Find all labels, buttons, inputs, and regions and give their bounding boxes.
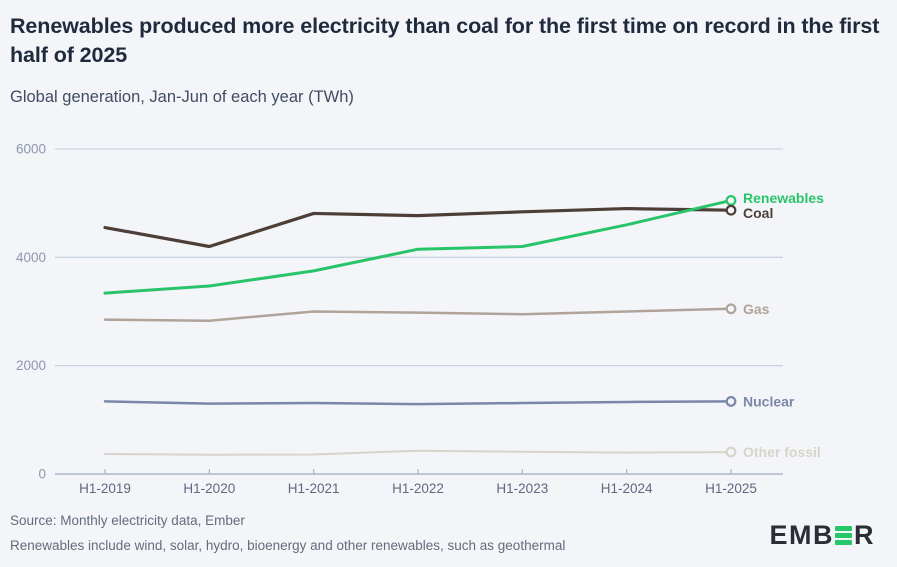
chart-footer: Source: Monthly electricity data, Ember … bbox=[10, 508, 887, 558]
renewables-definition-note: Renewables include wind, solar, hydro, b… bbox=[10, 538, 566, 553]
series-end-marker-gas bbox=[725, 303, 737, 315]
series-label-coal: Coal bbox=[743, 205, 773, 221]
chart-title: Renewables produced more electricity tha… bbox=[10, 14, 880, 67]
series-line-gas bbox=[103, 307, 733, 322]
ember-logo-suffix: R bbox=[854, 520, 875, 550]
series-line-other-fossil bbox=[104, 449, 732, 456]
x-tick-label: H1-2023 bbox=[496, 481, 548, 496]
series-label-gas: Gas bbox=[743, 301, 770, 317]
y-tick-label: 4000 bbox=[16, 250, 46, 265]
x-tick-label: H1-2022 bbox=[392, 481, 444, 496]
series-line-coal bbox=[103, 206, 733, 249]
ember-logo: EMB R bbox=[770, 520, 876, 551]
x-tick-label: H1-2024 bbox=[601, 481, 653, 496]
series-label-renewables: Renewables bbox=[743, 190, 824, 206]
y-tick-label: 6000 bbox=[16, 142, 46, 157]
series-end-marker-other-fossil bbox=[725, 446, 737, 458]
series-label-other-fossil: Other fossil bbox=[743, 444, 821, 460]
ember-logo-green-e-icon bbox=[835, 526, 852, 545]
series-line-nuclear bbox=[103, 400, 733, 406]
ember-logo-prefix: EMB bbox=[769, 520, 834, 550]
series-line-renewables bbox=[103, 198, 733, 295]
x-tick-label: H1-2019 bbox=[79, 481, 131, 496]
x-tick-label: H1-2020 bbox=[183, 481, 235, 496]
chart-subtitle: Global generation, Jan-Jun of each year … bbox=[10, 88, 354, 106]
x-tick-label: H1-2021 bbox=[288, 481, 340, 496]
line-chart: 0 2000 4000 6000 H1-2019 H1-2020 H1-2021 H1-202… bbox=[16, 142, 824, 497]
source-note: Source: Monthly electricity data, Ember bbox=[10, 513, 245, 528]
series-end-marker-renewables bbox=[725, 195, 737, 206]
y-tick-label: 2000 bbox=[16, 358, 46, 373]
x-tick-label: H1-2025 bbox=[705, 481, 757, 496]
series-end-marker-nuclear bbox=[725, 396, 737, 407]
series-end-marker-coal bbox=[725, 204, 737, 216]
series-label-nuclear: Nuclear bbox=[743, 393, 795, 409]
y-tick-label: 0 bbox=[38, 467, 46, 482]
